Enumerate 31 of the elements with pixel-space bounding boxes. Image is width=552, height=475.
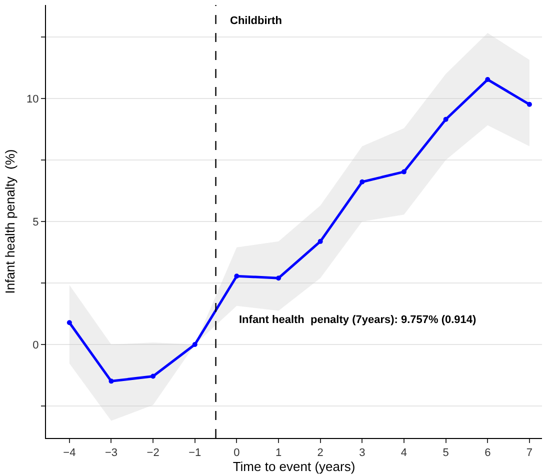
x-tick-label: −2 <box>146 447 160 460</box>
point <box>276 276 282 281</box>
x-tick-label: 7 <box>526 447 533 460</box>
y-tick-label: 5 <box>32 216 39 228</box>
annotation: Infant health penalty (7years): 9.757% (0.914) <box>239 314 477 326</box>
x-tick-label: 4 <box>400 447 408 460</box>
point <box>360 179 365 184</box>
point <box>66 320 72 326</box>
x-tick-label: −3 <box>104 447 118 460</box>
y-tick-label: 0 <box>32 339 39 352</box>
y-tick-label: 10 <box>26 93 39 106</box>
point <box>318 238 323 244</box>
point <box>234 274 240 279</box>
x-tick-label: 3 <box>359 447 366 460</box>
x-tick-label: 1 <box>275 447 282 460</box>
x-tick-label: 6 <box>484 447 491 460</box>
point <box>485 77 490 82</box>
point <box>443 116 448 122</box>
point <box>150 374 156 379</box>
x-tick-label: −1 <box>188 447 202 460</box>
point <box>192 342 198 348</box>
x-tick-label: −4 <box>63 447 76 460</box>
point <box>401 169 406 174</box>
x-axis-title: Time to event (years) <box>232 459 356 474</box>
x-tick-label: 2 <box>317 447 324 460</box>
x-tick-label: 5 <box>442 447 449 460</box>
point <box>526 102 532 107</box>
y-axis-title: Infant health penalty (%) <box>2 149 18 294</box>
x-tick-label: 0 <box>234 447 240 460</box>
ref-line-label: Childbirth <box>230 15 282 27</box>
point <box>108 378 114 384</box>
